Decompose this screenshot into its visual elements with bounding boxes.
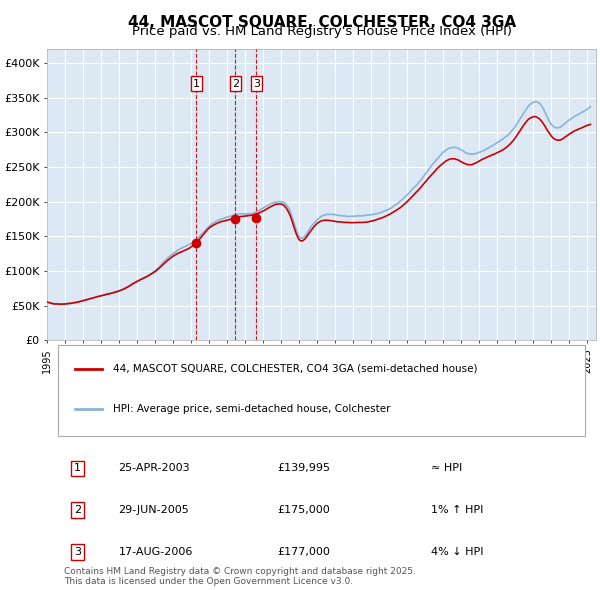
Text: £175,000: £175,000 [278,505,331,515]
Text: Price paid vs. HM Land Registry's House Price Index (HPI): Price paid vs. HM Land Registry's House … [131,25,512,38]
FancyBboxPatch shape [58,345,585,436]
Text: 3: 3 [253,78,260,88]
Text: 44, MASCOT SQUARE, COLCHESTER, CO4 3GA: 44, MASCOT SQUARE, COLCHESTER, CO4 3GA [128,15,515,30]
Text: 1: 1 [74,463,81,473]
Text: 1% ↑ HPI: 1% ↑ HPI [431,505,484,515]
Text: £139,995: £139,995 [278,463,331,473]
Text: Contains HM Land Registry data © Crown copyright and database right 2025.
This d: Contains HM Land Registry data © Crown c… [64,567,416,586]
Text: 1: 1 [193,78,200,88]
Text: 2: 2 [232,78,239,88]
Text: 2: 2 [74,505,81,515]
Text: 4% ↓ HPI: 4% ↓ HPI [431,547,484,557]
Text: 44, MASCOT SQUARE, COLCHESTER, CO4 3GA (semi-detached house): 44, MASCOT SQUARE, COLCHESTER, CO4 3GA (… [113,363,478,373]
Text: 29-JUN-2005: 29-JUN-2005 [119,505,190,515]
Text: ≈ HPI: ≈ HPI [431,463,463,473]
Text: £177,000: £177,000 [278,547,331,557]
Text: 3: 3 [74,547,81,557]
Text: HPI: Average price, semi-detached house, Colchester: HPI: Average price, semi-detached house,… [113,404,391,414]
Text: 25-APR-2003: 25-APR-2003 [119,463,190,473]
Text: 17-AUG-2006: 17-AUG-2006 [119,547,193,557]
